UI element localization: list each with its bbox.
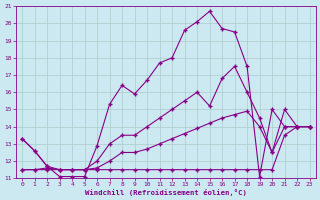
- X-axis label: Windchill (Refroidissement éolien,°C): Windchill (Refroidissement éolien,°C): [85, 189, 247, 196]
